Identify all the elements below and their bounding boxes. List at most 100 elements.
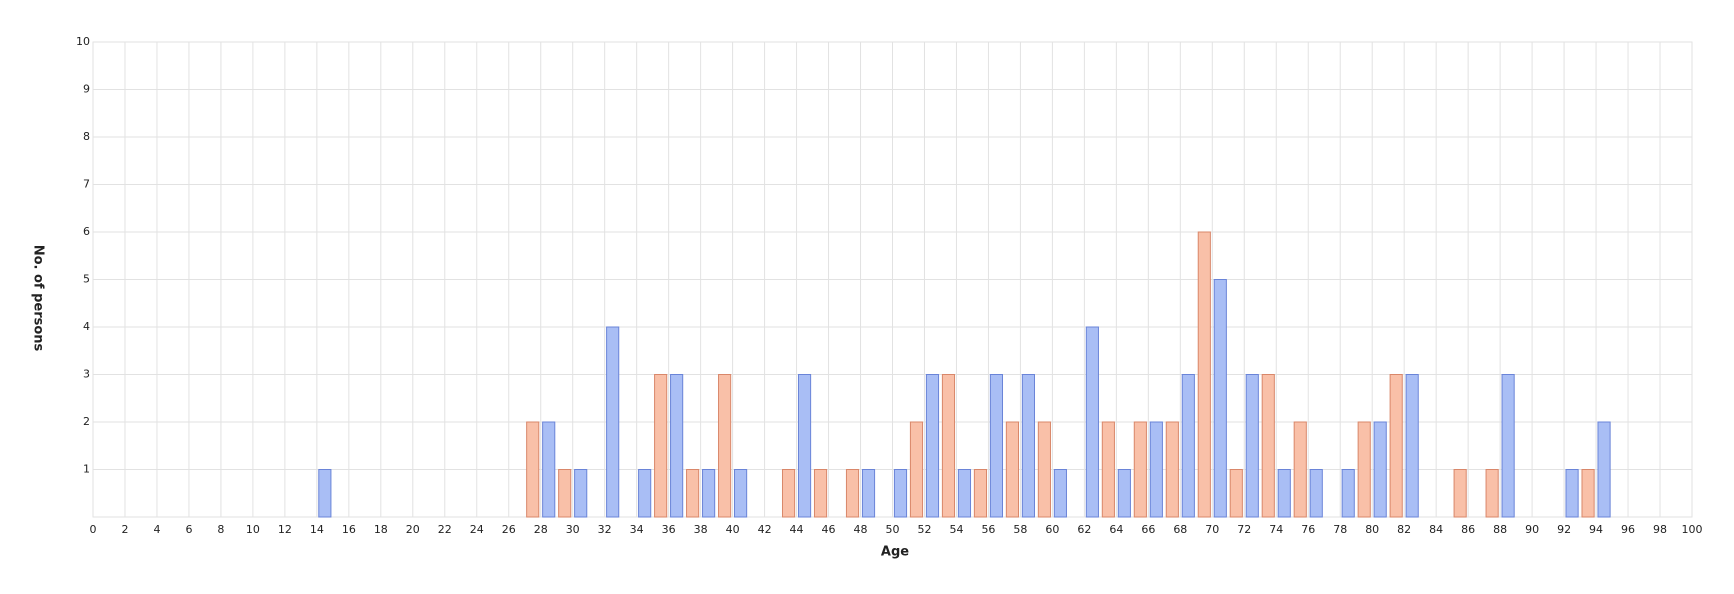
x-tick-label: 60 (1045, 523, 1059, 536)
x-tick-label: 12 (278, 523, 292, 536)
bar (574, 469, 588, 518)
bar (925, 374, 940, 518)
x-tick-label: 98 (1653, 523, 1667, 536)
bar (526, 421, 540, 518)
x-tick-label: 64 (1109, 523, 1123, 536)
x-tick-label: 72 (1237, 523, 1251, 536)
bar (813, 469, 828, 518)
x-axis-label: Age (881, 545, 909, 560)
x-tick-label: 80 (1365, 523, 1379, 536)
x-tick-label: 10 (246, 523, 260, 536)
bar (1389, 374, 1403, 518)
bar (941, 374, 956, 518)
bar (718, 374, 732, 518)
x-tick-label: 54 (949, 523, 963, 536)
x-tick-label: 50 (886, 523, 900, 536)
bar (989, 374, 1004, 518)
y-tick-label: 4 (83, 320, 90, 333)
bar (1405, 374, 1419, 518)
x-tick-label: 8 (217, 523, 224, 536)
bar (1117, 469, 1131, 518)
bar (1229, 469, 1243, 518)
bar (1293, 421, 1307, 518)
y-tick-label: 1 (83, 463, 90, 476)
x-tick-label: 62 (1077, 523, 1091, 536)
bar (734, 469, 748, 518)
bar (781, 469, 796, 518)
x-tick-label: 6 (185, 523, 192, 536)
bar (909, 421, 924, 518)
bar (1261, 374, 1275, 518)
bar (1165, 421, 1179, 518)
x-tick-label: 88 (1493, 523, 1507, 536)
x-tick-label: 76 (1301, 523, 1315, 536)
bar (1053, 469, 1067, 518)
y-tick-label: 9 (83, 83, 90, 96)
x-tick-label: 28 (534, 523, 548, 536)
bar (558, 469, 572, 518)
bar (1245, 374, 1259, 518)
bar (1133, 421, 1147, 518)
bar (606, 326, 620, 518)
bar (1149, 421, 1163, 518)
x-tick-label: 96 (1621, 523, 1635, 536)
x-tick-label: 44 (790, 523, 804, 536)
y-tick-label: 2 (83, 415, 90, 428)
x-tick-label: 74 (1269, 523, 1283, 536)
x-tick-label: 2 (121, 523, 128, 536)
bar (1181, 374, 1195, 518)
x-tick-label: 66 (1141, 523, 1155, 536)
y-tick-label: 3 (83, 368, 90, 381)
x-tick-label: 0 (90, 523, 97, 536)
bar (1581, 469, 1595, 518)
y-tick-label: 6 (83, 225, 90, 238)
y-tick-label: 8 (83, 130, 90, 143)
x-tick-label: 24 (470, 523, 484, 536)
x-tick-label: 46 (822, 523, 836, 536)
x-tick-label: 92 (1557, 523, 1571, 536)
bar (654, 374, 668, 518)
bar (1037, 421, 1051, 518)
y-tick-label: 5 (83, 273, 90, 286)
x-tick-label: 82 (1397, 523, 1411, 536)
bar (670, 374, 684, 518)
bar (1357, 421, 1371, 518)
x-tick-label: 68 (1173, 523, 1187, 536)
y-axis-label: No. of persons (31, 245, 46, 352)
x-tick-label: 78 (1333, 523, 1347, 536)
bar (318, 469, 332, 518)
x-tick-label: 26 (502, 523, 516, 536)
bar (1277, 469, 1291, 518)
bar (893, 469, 908, 518)
x-tick-label: 56 (981, 523, 995, 536)
bar (542, 421, 556, 518)
x-tick-label: 58 (1013, 523, 1027, 536)
x-tick-label: 42 (758, 523, 772, 536)
bar (1373, 421, 1387, 518)
bar (957, 469, 972, 518)
bar (1485, 469, 1499, 518)
bar (1501, 374, 1515, 518)
x-tick-label: 70 (1205, 523, 1219, 536)
x-tick-label: 20 (406, 523, 420, 536)
bar (1453, 469, 1467, 518)
x-tick-label: 30 (566, 523, 580, 536)
x-tick-label: 52 (917, 523, 931, 536)
bar (845, 469, 860, 518)
x-tick-label: 100 (1682, 523, 1703, 536)
bar (1101, 421, 1115, 518)
bar (686, 469, 700, 518)
x-tick-label: 94 (1589, 523, 1603, 536)
y-tick-label: 10 (76, 35, 90, 48)
x-tick-label: 18 (374, 523, 388, 536)
x-tick-label: 22 (438, 523, 452, 536)
x-tick-label: 14 (310, 523, 324, 536)
bar (702, 469, 716, 518)
bar (797, 374, 812, 518)
bar (1341, 469, 1355, 518)
x-tick-label: 36 (662, 523, 676, 536)
x-tick-label: 40 (726, 523, 740, 536)
y-tick-label: 7 (83, 178, 90, 191)
x-tick-label: 84 (1429, 523, 1443, 536)
